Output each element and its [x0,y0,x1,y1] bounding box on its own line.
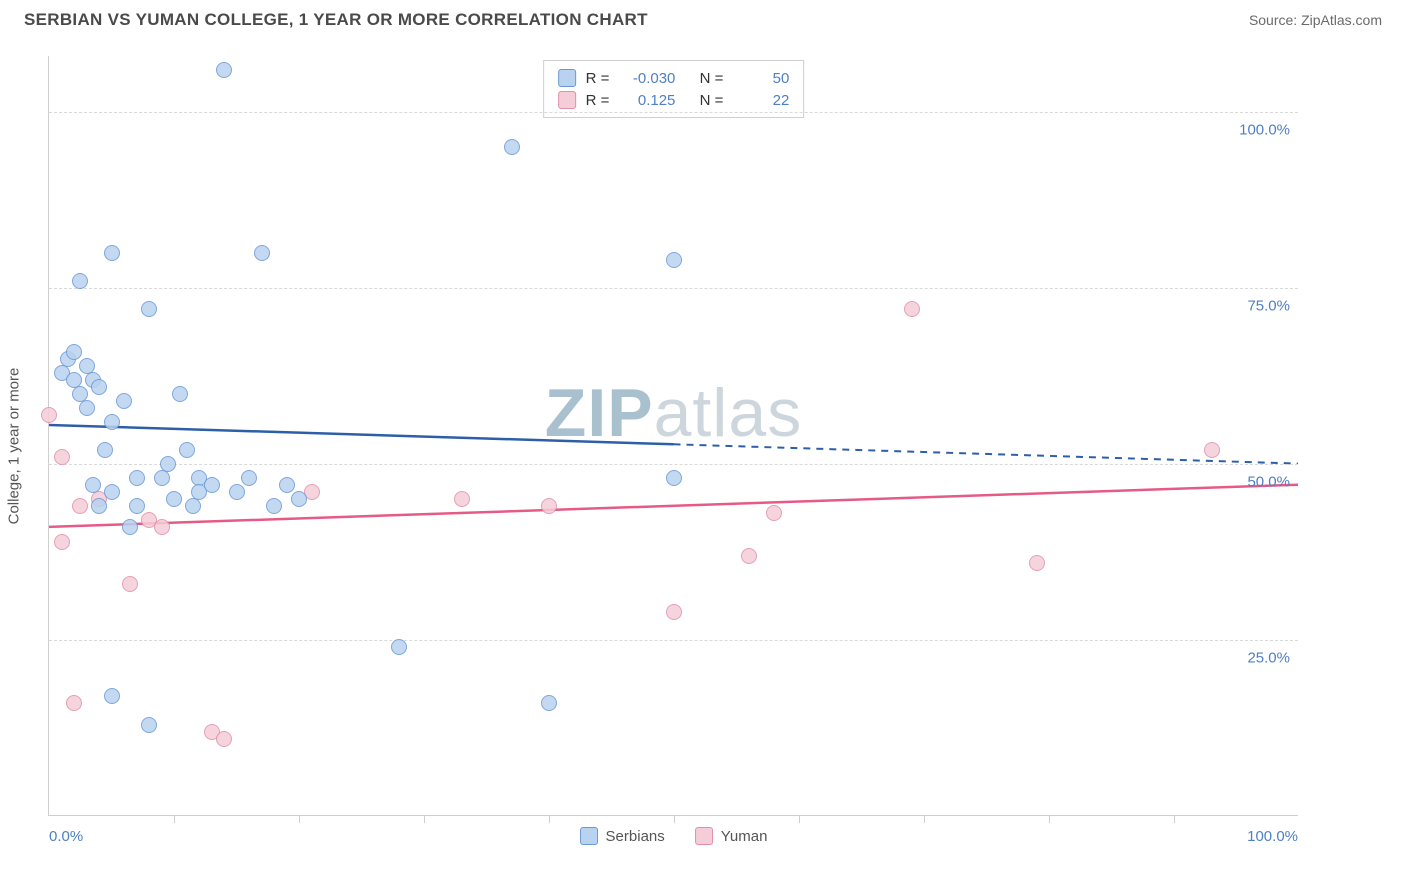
data-point [185,498,201,514]
n-label: N = [700,92,724,109]
data-point [141,301,157,317]
data-point [179,442,195,458]
gridline [49,464,1298,465]
data-point [97,442,113,458]
data-point [141,717,157,733]
data-point [291,491,307,507]
y-axis-label: College, 1 year or more [6,368,23,525]
data-point [766,505,782,521]
correlation-legend: R = -0.030 N = 50 R = 0.125 N = 22 [543,60,805,118]
data-point [129,470,145,486]
data-point [1204,442,1220,458]
legend-yuman: Yuman [721,828,768,845]
y-tick-label: 100.0% [1239,122,1290,139]
data-point [85,477,101,493]
x-tick [924,815,925,823]
x-tick [799,815,800,823]
x-axis-start: 0.0% [49,828,83,845]
r-value-yuman: 0.125 [619,92,675,109]
data-point [241,470,257,486]
x-tick [1049,815,1050,823]
data-point [160,456,176,472]
gridline [49,640,1298,641]
r-label: R = [586,92,610,109]
swatch-yuman-icon [558,91,576,109]
y-tick-label: 50.0% [1247,474,1290,491]
data-point [229,484,245,500]
data-point [79,400,95,416]
y-tick-label: 25.0% [1247,650,1290,667]
data-point [391,639,407,655]
data-point [454,491,470,507]
swatch-serbians-icon [558,69,576,87]
n-label: N = [700,70,724,87]
data-point [91,379,107,395]
data-point [666,470,682,486]
x-tick [1174,815,1175,823]
x-tick [674,815,675,823]
data-point [72,498,88,514]
data-point [666,252,682,268]
data-point [66,695,82,711]
data-point [666,604,682,620]
data-point [166,491,182,507]
data-point [54,449,70,465]
data-point [541,695,557,711]
watermark: ZIPatlas [545,374,802,452]
data-point [122,519,138,535]
data-point [204,477,220,493]
data-point [41,407,57,423]
legend-serbians: Serbians [606,828,665,845]
data-point [91,498,107,514]
gridline [49,112,1298,113]
data-point [104,688,120,704]
regression-lines [49,56,1298,815]
data-point [254,245,270,261]
x-tick [299,815,300,823]
data-point [216,62,232,78]
source-label: Source: ZipAtlas.com [1249,12,1382,28]
gridline [49,288,1298,289]
x-axis-end: 100.0% [1247,828,1298,845]
data-point [1029,555,1045,571]
n-value-serbians: 50 [733,70,789,87]
swatch-serbians-icon [580,827,598,845]
data-point [279,477,295,493]
data-point [129,498,145,514]
data-point [72,273,88,289]
data-point [104,245,120,261]
data-point [122,576,138,592]
chart-title: SERBIAN VS YUMAN COLLEGE, 1 YEAR OR MORE… [24,10,648,30]
data-point [154,519,170,535]
data-point [504,139,520,155]
x-tick [174,815,175,823]
n-value-yuman: 22 [733,92,789,109]
r-label: R = [586,70,610,87]
series-legend: Serbians Yuman [580,827,768,845]
data-point [172,386,188,402]
data-point [266,498,282,514]
x-tick [549,815,550,823]
data-point [116,393,132,409]
scatter-chart: ZIPatlas R = -0.030 N = 50 R = 0.125 N =… [48,56,1298,816]
y-tick-label: 75.0% [1247,298,1290,315]
data-point [104,484,120,500]
data-point [54,534,70,550]
data-point [66,344,82,360]
data-point [904,301,920,317]
data-point [154,470,170,486]
r-value-serbians: -0.030 [619,70,675,87]
data-point [104,414,120,430]
data-point [541,498,557,514]
x-tick [424,815,425,823]
data-point [741,548,757,564]
swatch-yuman-icon [695,827,713,845]
data-point [216,731,232,747]
